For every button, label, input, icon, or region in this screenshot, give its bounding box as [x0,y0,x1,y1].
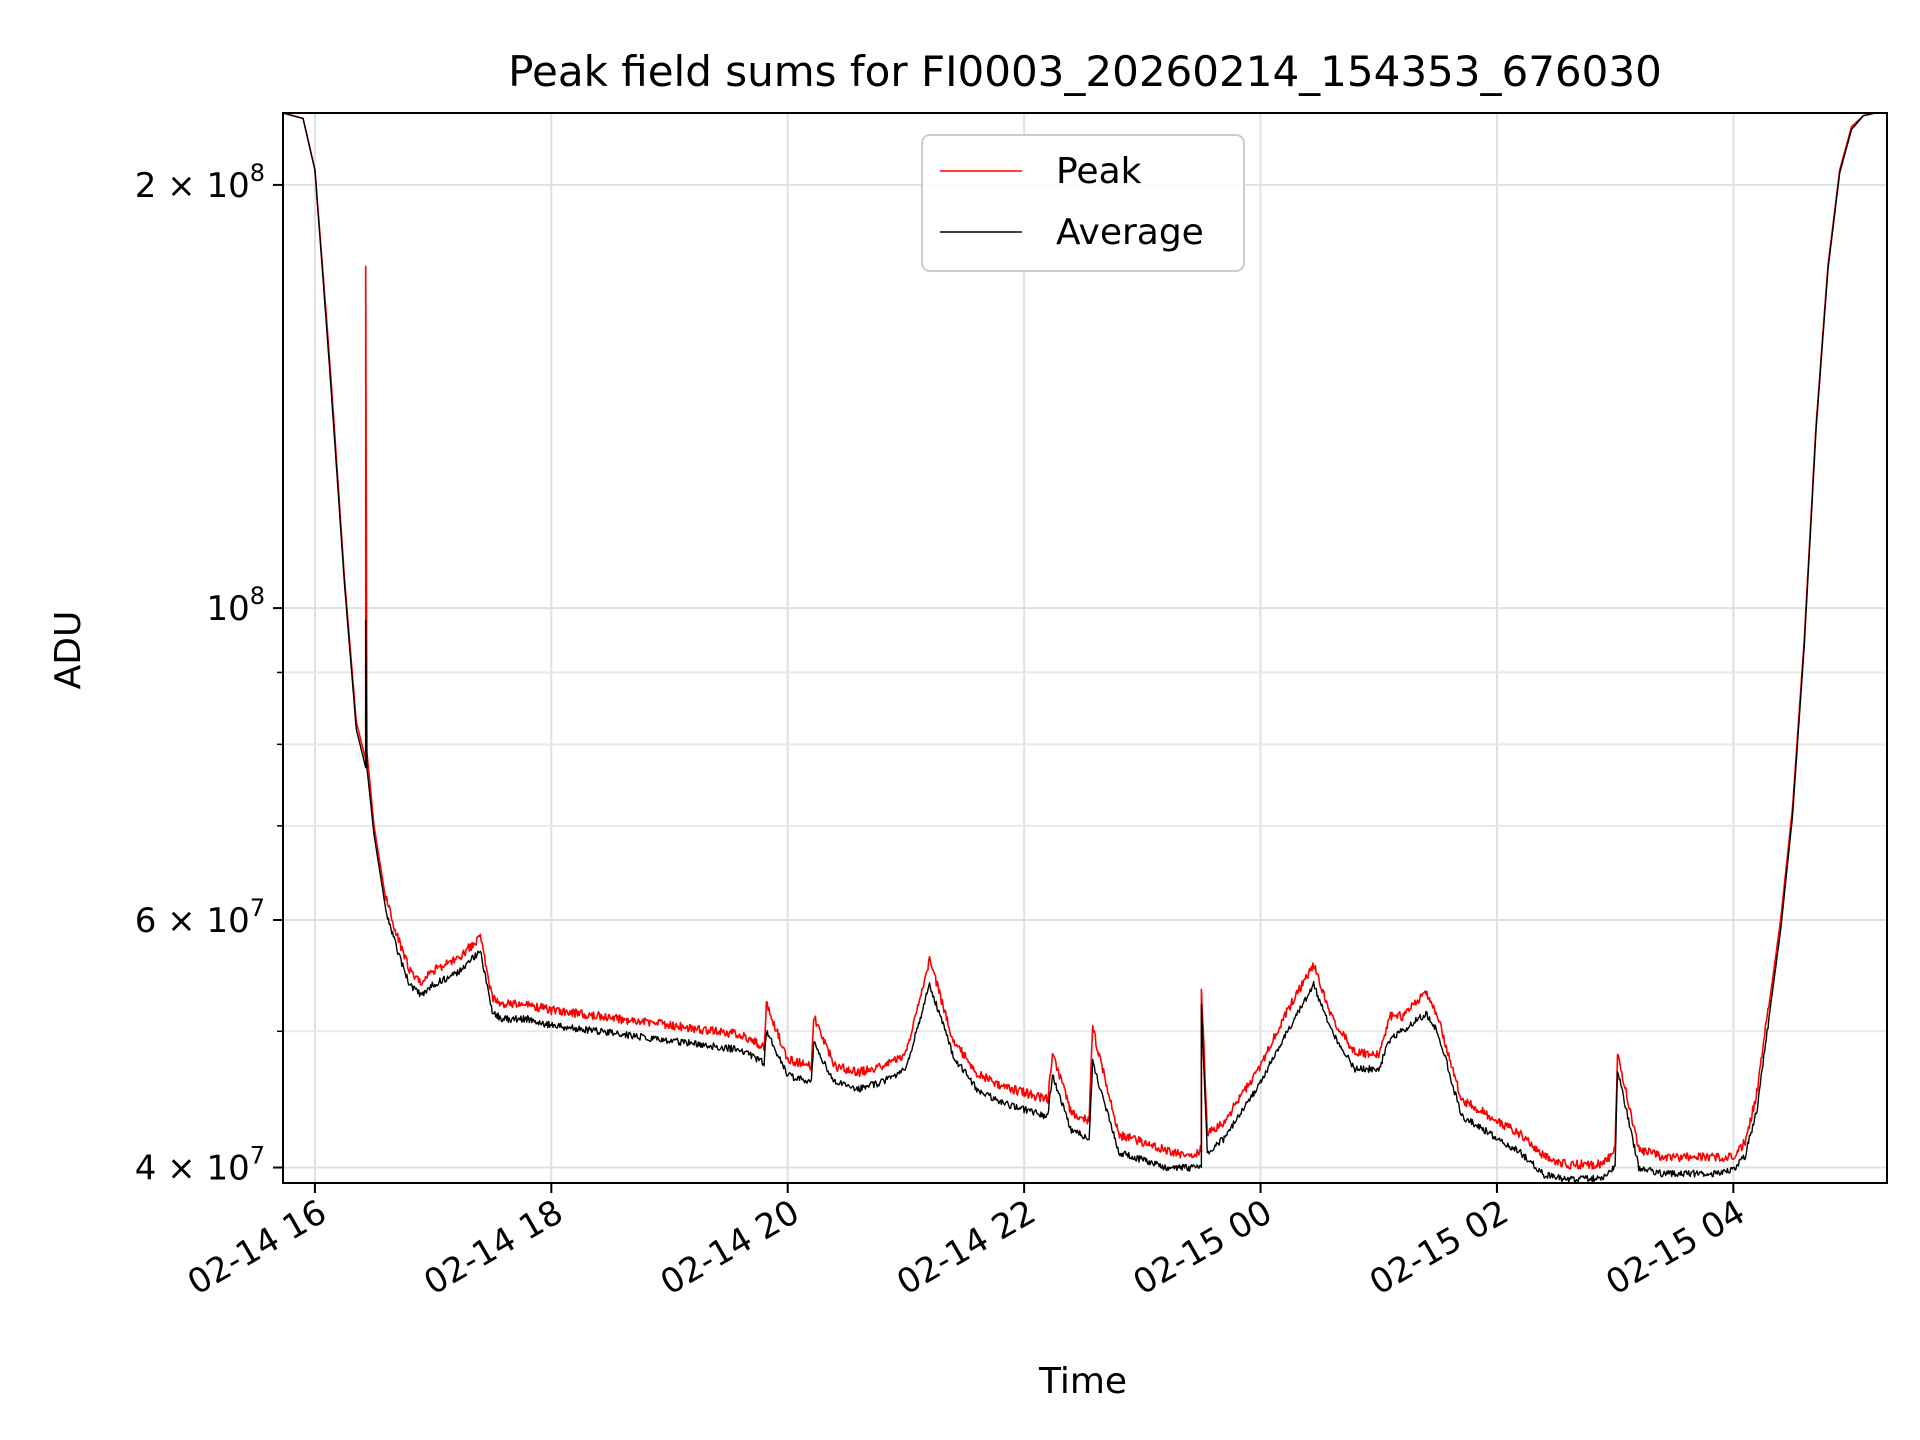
legend: Peak Average [921,134,1245,272]
axis-ticks: 02-14 16 02-14 18 02-14 20 02-14 22 02-15 00… [135,159,1752,1303]
legend-box [921,134,1245,272]
x-axis-label: Time [1038,1361,1127,1402]
x-tick-label: 02-14 16 [181,1192,333,1303]
y-tick-label: 6 × 107 [135,894,265,941]
x-tick-label: 02-14 20 [654,1192,806,1303]
legend-label-peak: Peak [1056,151,1142,192]
chart-title: Peak field sums for FI0003_20260214_1543… [508,47,1662,96]
y-tick-label: 2 × 108 [135,159,265,206]
legend-label-average: Average [1056,212,1204,253]
x-tick-label: 02-14 22 [890,1192,1042,1303]
x-tick-label: 02-15 00 [1127,1192,1279,1303]
x-tick-label: 02-15 04 [1599,1192,1751,1303]
grid-lines [283,113,1887,1183]
x-tick-label: 02-14 18 [417,1192,569,1303]
series-line-average [283,113,1887,1183]
y-tick-label: 108 [206,582,265,629]
series-line-peak [283,113,1887,1170]
y-tick-label: 4 × 107 [135,1142,265,1189]
series-layer [283,113,1887,1183]
y-axis-label: ADU [48,611,89,690]
x-tick-label: 02-15 02 [1363,1192,1515,1303]
plot-frame [282,112,1888,1184]
